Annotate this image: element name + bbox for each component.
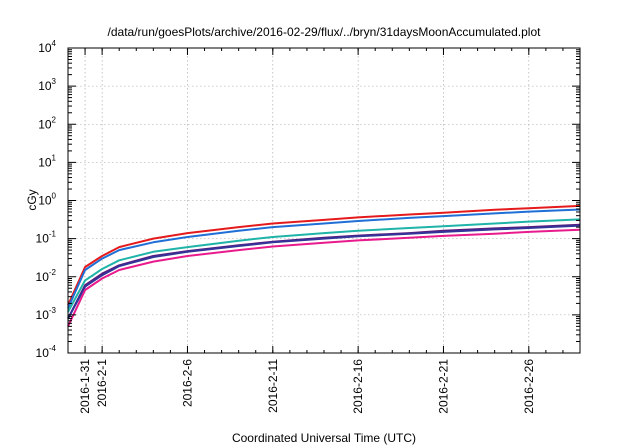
y-tick-base: 10: [36, 308, 50, 322]
x-tick-label: 2016-2-6: [180, 359, 194, 407]
y-tick-exponent: -1: [49, 230, 57, 239]
series-line-5: [67, 224, 581, 320]
y-tick-exponent: -2: [49, 268, 57, 277]
y-tick-exponent: 1: [52, 153, 57, 162]
y-tick-exponent: 4: [52, 39, 57, 48]
y-tick-base: 10: [36, 346, 50, 360]
x-tick-label: 2016-2-1: [95, 359, 109, 407]
y-tick-exponent: 2: [52, 115, 57, 124]
y-tick-label: 10-4: [36, 344, 57, 360]
y-tick-exponent: -4: [49, 344, 57, 353]
chart-title: /data/run/goesPlots/archive/2016-02-29/f…: [108, 25, 542, 39]
y-tick-exponent: -3: [49, 306, 57, 315]
y-tick-label: 10-1: [36, 230, 57, 246]
y-tick-label: 100: [38, 192, 56, 208]
x-tick-label: 2016-2-11: [266, 359, 280, 413]
x-tick-label: 2016-2-21: [436, 359, 450, 414]
y-tick-label: 10-3: [36, 306, 57, 322]
x-axis-label: Coordinated Universal Time (UTC): [232, 431, 416, 445]
series-line-1: [67, 204, 581, 306]
y-tick-base: 10: [38, 155, 52, 169]
y-tick-base: 10: [38, 41, 52, 55]
x-tick-label: 2016-2-16: [351, 359, 365, 414]
y-tick-exponent: 0: [52, 192, 57, 201]
series-line-6: [67, 228, 581, 327]
series-line-2: [67, 208, 581, 309]
ticks: [67, 47, 581, 354]
y-tick-label: 103: [38, 77, 56, 93]
series-line-3: [67, 218, 581, 313]
y-tick-base: 10: [38, 194, 52, 208]
y-tick-exponent: 3: [52, 77, 57, 86]
x-tick-label: 2016-1-31: [78, 359, 92, 414]
y-tick-label: 10-2: [36, 268, 57, 284]
y-tick-label: 102: [38, 115, 56, 131]
y-tick-base: 10: [38, 117, 52, 131]
y-tick-base: 10: [36, 232, 50, 246]
y-tick-base: 10: [36, 270, 50, 284]
y-axis-label: cGy: [25, 189, 39, 210]
x-tick-label: 2016-2-26: [522, 359, 536, 414]
grid: [68, 48, 580, 353]
y-tick-label: 101: [38, 153, 56, 169]
y-tick-base: 10: [38, 79, 52, 93]
x-tick-labels: 2016-1-31 2016-2-1 2016-2-6 2016-2-11 2016-2…: [78, 359, 536, 414]
y-tick-label: 104: [38, 39, 56, 55]
series-layer: [67, 204, 581, 327]
